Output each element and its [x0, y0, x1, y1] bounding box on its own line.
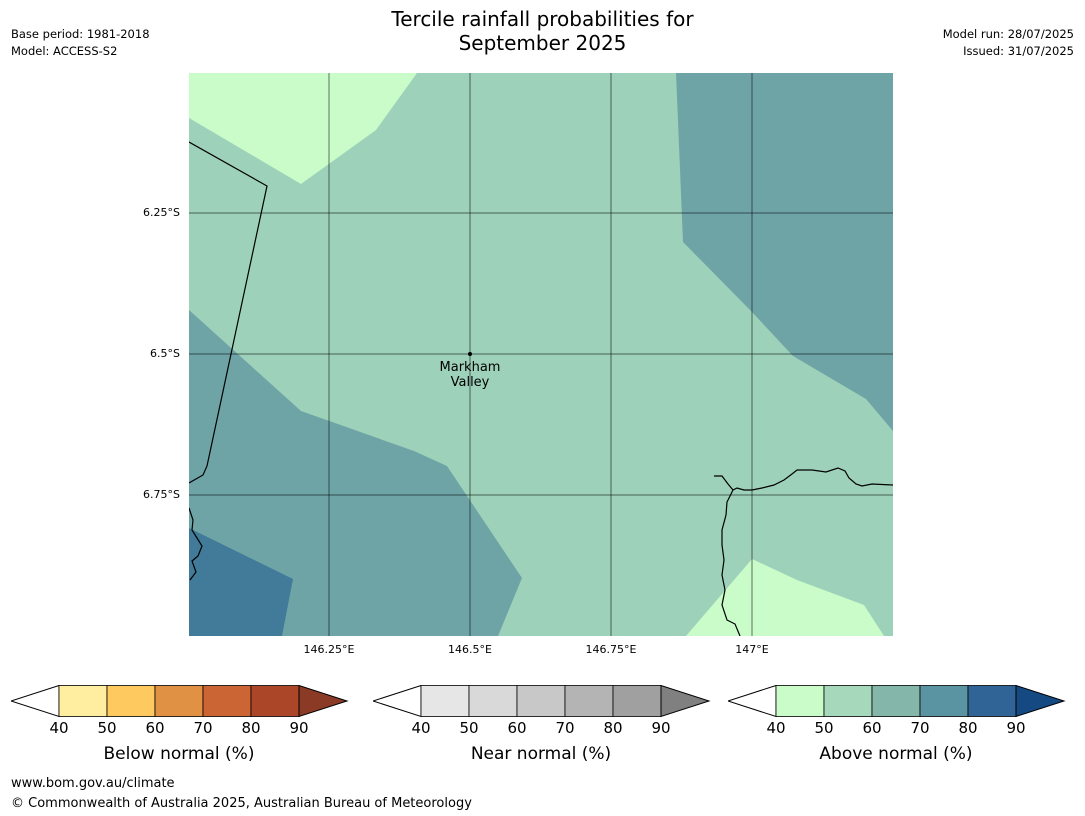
lat-label-6-5s: 6.5°S [150, 347, 180, 360]
colorbar-tick-label: 70 [193, 719, 213, 737]
colorbar-extend-low [11, 685, 60, 718]
colorbar-segment [468, 685, 518, 717]
colorbar-tick-label: 70 [910, 719, 930, 737]
meta-left: Base period: 1981-2018 Model: ACCESS-S2 [11, 26, 150, 60]
river-outline [721, 489, 741, 636]
map-area [189, 73, 893, 636]
lon-label-146-25e: 146.25°E [303, 643, 355, 656]
place-label: Markham Valley [410, 360, 530, 390]
lon-label-146-5e: 146.5°E [448, 643, 492, 656]
zone-above-60-70-west [189, 310, 522, 636]
lon-label-147e: 147°E [735, 643, 769, 656]
colorbar-tick-label: 50 [814, 719, 834, 737]
zone-above-60-70-east [676, 73, 893, 431]
base-period-text: Base period: 1981-2018 [11, 27, 150, 41]
colorbar-tick-label: 90 [1006, 719, 1026, 737]
borders-coastline [189, 141, 893, 636]
colorbar-segment [871, 685, 921, 717]
colorbar-title-above: Above normal (%) [819, 744, 973, 764]
colorbar-tick-label: 40 [411, 719, 431, 737]
lat-label-6-25s: 6.25°S [143, 206, 180, 219]
colorbar-segment [967, 685, 1017, 717]
colorbar-segment [154, 685, 204, 717]
colorbar-extend-high [660, 685, 711, 718]
title-line-2: September 2025 [458, 31, 627, 55]
colorbar-segment [420, 685, 470, 717]
lon-label-146-75e: 146.75°E [585, 643, 637, 656]
colorbar-segment [202, 685, 252, 717]
colorbar-tick-label: 60 [145, 719, 165, 737]
issued-text: Issued: 31/07/2025 [963, 44, 1074, 58]
place-name-line-2: Valley [450, 375, 490, 390]
colorbar-segment [823, 685, 873, 717]
place-dot [468, 352, 472, 356]
colorbar-below [11, 685, 349, 718]
colorbar-above [728, 685, 1066, 718]
colorbar-tick-label: 80 [241, 719, 261, 737]
colorbar-title-near: Near normal (%) [470, 744, 612, 764]
place-name-line-1: Markham [439, 360, 501, 375]
colorbar-segment [775, 685, 825, 717]
colorbar-extend-low [373, 685, 422, 718]
colorbar-segment [250, 685, 300, 717]
colorbar-segment [612, 685, 662, 717]
colorbar-near [373, 685, 711, 718]
colorbar-tick-label: 90 [651, 719, 671, 737]
zone-above-40-50-south [686, 559, 884, 636]
model-text: Model: ACCESS-S2 [11, 44, 118, 58]
colorbar-extend-high [298, 685, 349, 718]
colorbar-segment [564, 685, 614, 717]
footer-url: www.bom.gov.au/climate [11, 776, 175, 791]
colorbar-extend-high [1015, 685, 1066, 718]
colorbar-segment [516, 685, 566, 717]
colorbar-tick-label: 80 [958, 719, 978, 737]
zone-above-70-80 [189, 528, 293, 636]
colorbar-tick-label: 50 [459, 719, 479, 737]
colorbar-tick-label: 50 [97, 719, 117, 737]
place-marker [468, 352, 472, 356]
title-line-1: Tercile rainfall probabilities for [391, 7, 694, 31]
colorbar-tick-label: 90 [289, 719, 309, 737]
colorbar-tick-label: 60 [862, 719, 882, 737]
coastline-gulf [714, 467, 893, 491]
colorbar-tick-label: 60 [507, 719, 527, 737]
lat-label-6-75s: 6.75°S [143, 488, 180, 501]
colorbar-segment [919, 685, 969, 717]
colorbar-tick-label: 70 [555, 719, 575, 737]
colorbar-tick-label: 40 [49, 719, 69, 737]
colorbar-extend-low [728, 685, 777, 718]
colorbar-title-below: Below normal (%) [103, 744, 255, 764]
colorbar-tick-label: 80 [603, 719, 623, 737]
colorbar-segment [106, 685, 156, 717]
footer-copyright: © Commonwealth of Australia 2025, Austra… [11, 796, 472, 811]
chart-title: Tercile rainfall probabilities for Septe… [0, 7, 1085, 55]
province-boundary [189, 141, 268, 484]
zone-above-40-50-north [189, 73, 417, 184]
coastline-west [189, 507, 203, 581]
colorbar-segment [58, 685, 108, 717]
meta-right: Model run: 28/07/2025 Issued: 31/07/2025 [943, 26, 1074, 60]
colorbar-tick-label: 40 [766, 719, 786, 737]
model-run-text: Model run: 28/07/2025 [942, 27, 1074, 41]
